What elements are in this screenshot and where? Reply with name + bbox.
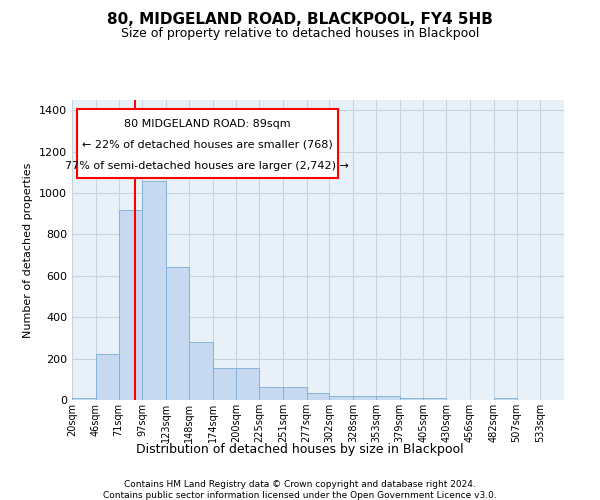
- Bar: [376, 396, 400, 400]
- Bar: [329, 396, 353, 400]
- Bar: [307, 393, 329, 400]
- Bar: [283, 386, 307, 400]
- Bar: [259, 386, 283, 400]
- Text: Distribution of detached houses by size in Blackpool: Distribution of detached houses by size …: [136, 442, 464, 456]
- Bar: [189, 342, 212, 400]
- Bar: [236, 368, 259, 400]
- Text: 80, MIDGELAND ROAD, BLACKPOOL, FY4 5HB: 80, MIDGELAND ROAD, BLACKPOOL, FY4 5HB: [107, 12, 493, 28]
- Bar: [400, 398, 424, 400]
- Text: 80 MIDGELAND ROAD: 89sqm: 80 MIDGELAND ROAD: 89sqm: [124, 119, 290, 129]
- Text: Contains public sector information licensed under the Open Government Licence v3: Contains public sector information licen…: [103, 491, 497, 500]
- Bar: [72, 398, 96, 400]
- Bar: [212, 368, 236, 400]
- Bar: [142, 180, 166, 400]
- Bar: [424, 398, 446, 400]
- Bar: [119, 210, 142, 400]
- Text: Size of property relative to detached houses in Blackpool: Size of property relative to detached ho…: [121, 28, 479, 40]
- Text: Contains HM Land Registry data © Crown copyright and database right 2024.: Contains HM Land Registry data © Crown c…: [124, 480, 476, 489]
- Bar: [96, 354, 119, 400]
- Bar: [494, 398, 517, 400]
- Bar: [353, 396, 376, 400]
- Text: ← 22% of detached houses are smaller (768): ← 22% of detached houses are smaller (76…: [82, 140, 332, 150]
- Text: 77% of semi-detached houses are larger (2,742) →: 77% of semi-detached houses are larger (…: [65, 160, 349, 170]
- Y-axis label: Number of detached properties: Number of detached properties: [23, 162, 34, 338]
- Bar: [166, 266, 189, 400]
